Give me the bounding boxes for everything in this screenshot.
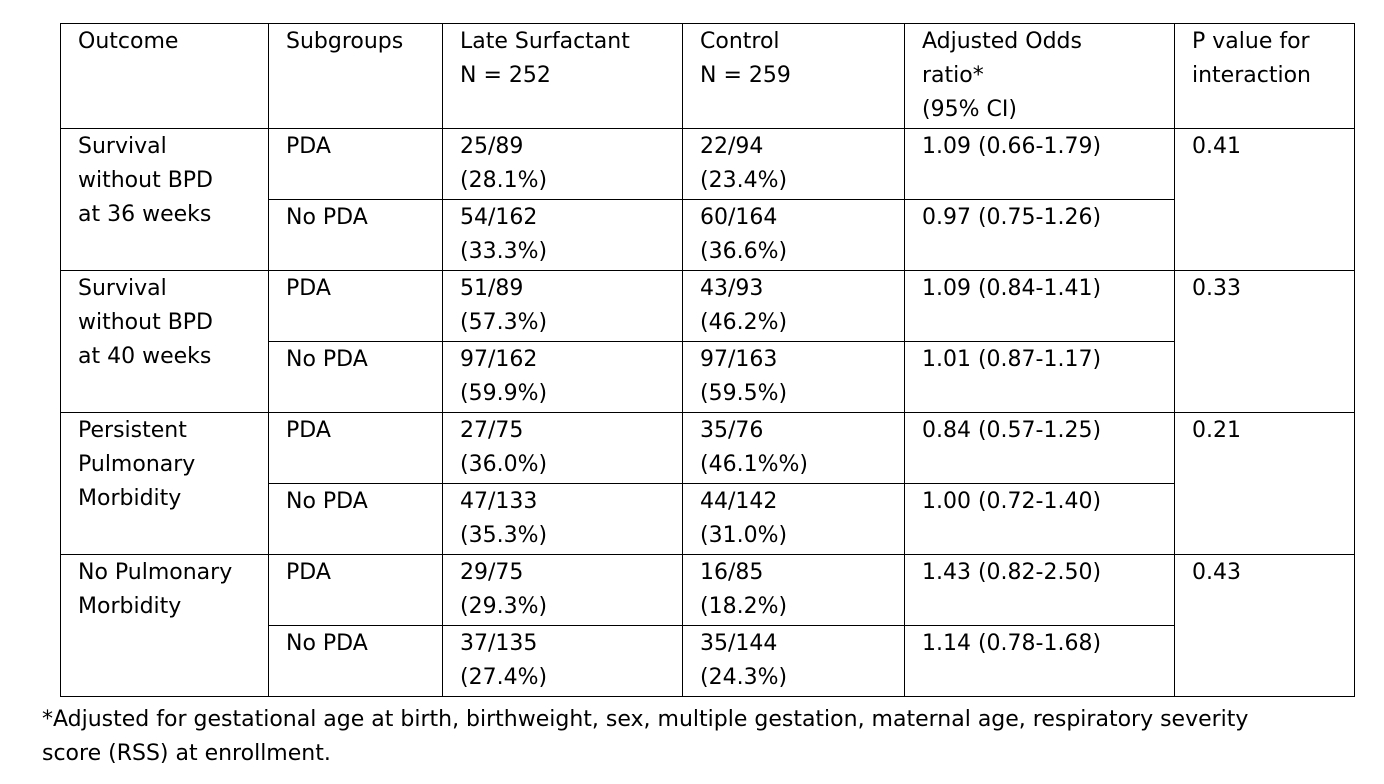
control-cell: 43/93 (46.2%) bbox=[682, 270, 905, 342]
odds-ratio-cell: 1.00 (0.72-1.40) bbox=[904, 483, 1175, 555]
results-table: Outcome Subgroups Late Surfactant N = 25… bbox=[60, 23, 1355, 697]
header-p-value: P value for interaction bbox=[1174, 23, 1355, 129]
late-surfactant-cell: 97/162 (59.9%) bbox=[442, 341, 683, 413]
table-row: No Pulmonary Morbidity PDA 29/75 (29.3%)… bbox=[60, 554, 1355, 697]
outcome-cell: Survival without BPD at 40 weeks bbox=[60, 270, 269, 413]
control-cell: 60/164 (36.6%) bbox=[682, 199, 905, 271]
subgroup-cell: No PDA bbox=[268, 199, 443, 271]
table-row: Survival without BPD at 36 weeks PDA 25/… bbox=[60, 128, 1355, 271]
odds-ratio-cell: 1.01 (0.87-1.17) bbox=[904, 341, 1175, 413]
header-row: Outcome Subgroups Late Surfactant N = 25… bbox=[60, 23, 1355, 129]
control-cell: 97/163 (59.5%) bbox=[682, 341, 905, 413]
subgroup-cell: No PDA bbox=[268, 625, 443, 697]
outcome-cell: Survival without BPD at 36 weeks bbox=[60, 128, 269, 271]
control-cell: 22/94 (23.4%) bbox=[682, 128, 905, 200]
subgroup-cell: PDA bbox=[268, 412, 443, 484]
table-row: No PDA 47/133 (35.3%) 44/142 (31.0%) 1.0… bbox=[61, 483, 1355, 555]
subgroup-cell: PDA bbox=[268, 554, 443, 626]
control-cell: 16/85 (18.2%) bbox=[682, 554, 905, 626]
table-footnote: *Adjusted for gestational age at birth, … bbox=[42, 707, 1249, 766]
late-surfactant-cell: 47/133 (35.3%) bbox=[442, 483, 683, 555]
late-surfactant-cell: 25/89 (28.1%) bbox=[442, 128, 683, 200]
odds-ratio-cell: 1.09 (0.66-1.79) bbox=[904, 128, 1175, 200]
table-row: Survival without BPD at 40 weeks PDA 51/… bbox=[60, 270, 1355, 413]
subgroup-cell: PDA bbox=[268, 128, 443, 200]
odds-ratio-cell: 1.09 (0.84-1.41) bbox=[904, 270, 1175, 342]
table-row: No PDA 97/162 (59.9%) 97/163 (59.5%) 1.0… bbox=[61, 341, 1355, 413]
subgroup-cell: No PDA bbox=[268, 341, 443, 413]
p-value-cell: 0.43 bbox=[1174, 554, 1355, 697]
p-value-cell: 0.21 bbox=[1174, 412, 1355, 555]
header-adjusted-odds-ratio: Adjusted Odds ratio* (95% CI) bbox=[904, 23, 1175, 129]
header-late-surfactant: Late Surfactant N = 252 bbox=[442, 23, 683, 129]
odds-ratio-cell: 1.43 (0.82-2.50) bbox=[904, 554, 1175, 626]
odds-ratio-cell: 0.97 (0.75-1.26) bbox=[904, 199, 1175, 271]
late-surfactant-cell: 54/162 (33.3%) bbox=[442, 199, 683, 271]
header-subgroups: Subgroups bbox=[268, 23, 443, 129]
control-cell: 44/142 (31.0%) bbox=[682, 483, 905, 555]
subgroup-cell: No PDA bbox=[268, 483, 443, 555]
control-cell: 35/76 (46.1%%) bbox=[682, 412, 905, 484]
p-value-cell: 0.33 bbox=[1174, 270, 1355, 413]
odds-ratio-cell: 1.14 (0.78-1.68) bbox=[904, 625, 1175, 697]
header-outcome: Outcome bbox=[60, 23, 269, 129]
table-row: No PDA 37/135 (27.4%) 35/144 (24.3%) 1.1… bbox=[61, 625, 1355, 697]
header-control: Control N = 259 bbox=[682, 23, 905, 129]
late-surfactant-cell: 51/89 (57.3%) bbox=[442, 270, 683, 342]
table-row: Persistent Pulmonary Morbidity PDA 27/75… bbox=[60, 412, 1355, 555]
outcome-cell: No Pulmonary Morbidity bbox=[60, 554, 269, 697]
p-value-cell: 0.41 bbox=[1174, 128, 1355, 271]
table-row: No PDA 54/162 (33.3%) 60/164 (36.6%) 0.9… bbox=[61, 199, 1355, 271]
late-surfactant-cell: 37/135 (27.4%) bbox=[442, 625, 683, 697]
outcome-cell: Persistent Pulmonary Morbidity bbox=[60, 412, 269, 555]
odds-ratio-cell: 0.84 (0.57-1.25) bbox=[904, 412, 1175, 484]
late-surfactant-cell: 29/75 (29.3%) bbox=[442, 554, 683, 626]
subgroup-cell: PDA bbox=[268, 270, 443, 342]
control-cell: 35/144 (24.3%) bbox=[682, 625, 905, 697]
late-surfactant-cell: 27/75 (36.0%) bbox=[442, 412, 683, 484]
